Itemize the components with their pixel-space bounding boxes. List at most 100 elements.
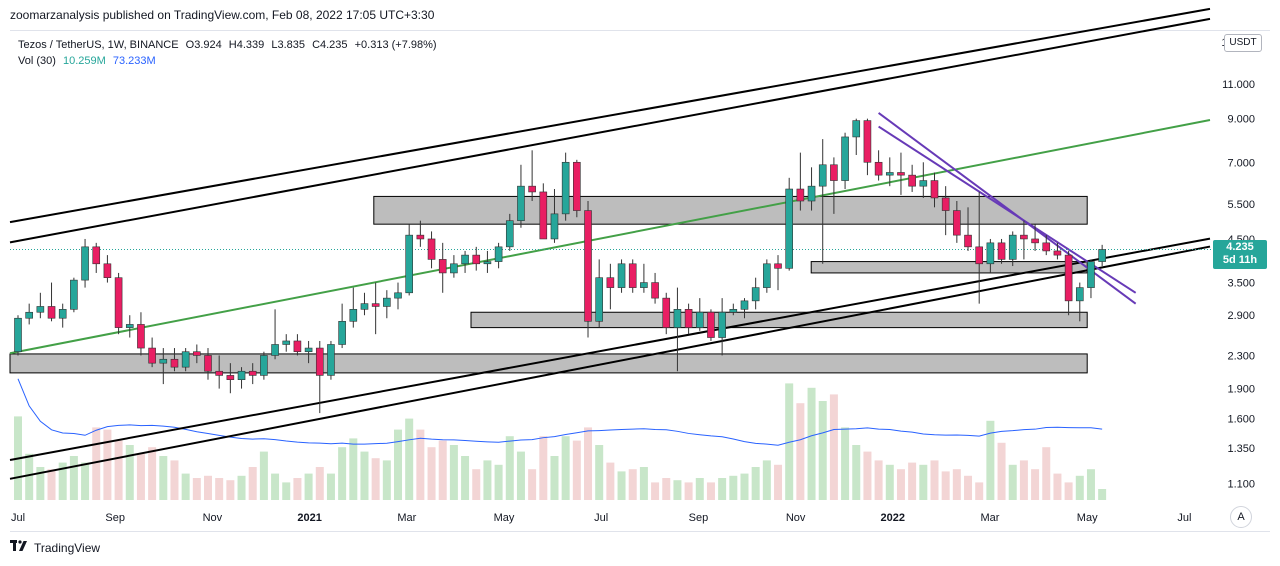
candle-down [662, 297, 671, 328]
price-tick-label: 9.000 [1227, 114, 1255, 126]
candle-down [1053, 250, 1062, 256]
legend-low: L3.835 [271, 39, 305, 51]
time-tick-label: Mar [981, 512, 1000, 524]
candle-up [483, 261, 492, 265]
volume-bar [237, 475, 246, 500]
channel-bottom-line [9, 245, 1211, 480]
price-tick-label: 1.900 [1227, 384, 1255, 396]
volume-bar [382, 460, 391, 500]
volume-bar [103, 429, 112, 500]
volume-bar [1042, 447, 1051, 500]
candle-down [874, 161, 883, 176]
volume-bar [282, 482, 291, 500]
volume-bar [438, 440, 447, 500]
price-tick-label: 5.500 [1227, 199, 1255, 211]
bar-countdown: 5d 11h [1222, 254, 1258, 266]
candle-up [271, 344, 279, 356]
price-tick-label: 2.900 [1227, 310, 1255, 322]
volume-bar [394, 429, 403, 500]
volume-bar [204, 475, 213, 500]
chart-frame[interactable] [10, 30, 1270, 532]
candle-down [584, 210, 592, 322]
volume-bar [1064, 482, 1073, 500]
top-bar: zoomarzanalysis published on TradingView… [0, 0, 1280, 30]
volume-bar [774, 464, 783, 500]
time-tick-label: Jul [594, 512, 608, 524]
candle-up [852, 120, 861, 138]
volume-bar [293, 478, 302, 500]
candle-down [1064, 254, 1073, 302]
zones-layer [9, 195, 1088, 374]
candle-down [248, 370, 257, 376]
candle-down [908, 174, 916, 187]
candle-down [438, 259, 447, 274]
candle-up [450, 263, 458, 274]
candle-up [1098, 249, 1106, 262]
legend: Tezos / TetherUS, 1W, BINANCE O3.924 H4.… [18, 37, 441, 69]
volume-bar [695, 478, 704, 500]
candle-up [383, 297, 391, 307]
candle-down [1031, 238, 1039, 244]
price-tick-label: 2.300 [1227, 350, 1255, 362]
volume-bar [919, 464, 928, 500]
volume-bar [326, 473, 335, 500]
candle-up [81, 246, 89, 281]
legend-vol-ma: 73.233M [112, 55, 156, 67]
volume-bar [472, 469, 481, 500]
candle-up [181, 351, 190, 368]
volume-bar [1019, 460, 1028, 500]
candle-down [953, 210, 961, 236]
auto-scale-button[interactable]: A [1230, 506, 1252, 528]
volume-bar [304, 473, 313, 500]
volume-bar [528, 469, 537, 500]
volume-bar [170, 460, 179, 500]
candle-up [818, 164, 827, 187]
candle-down [416, 234, 425, 240]
last-price-value: 4.235 [1226, 241, 1254, 253]
volume-bar [125, 445, 134, 500]
volume-bar [997, 442, 1006, 500]
candle-up [70, 279, 78, 310]
volume-layer [14, 378, 1107, 500]
volume-bar [494, 464, 503, 500]
candle-up [282, 340, 291, 345]
volume-bar [673, 480, 682, 500]
volume-bar [706, 482, 715, 500]
time-tick-label: Jul [1177, 512, 1191, 524]
candle-down [92, 246, 101, 265]
volume-bar [114, 440, 123, 500]
candle-down [103, 263, 112, 278]
volume-bar [371, 458, 380, 500]
candle-down [47, 306, 56, 319]
candle-up [461, 254, 469, 265]
candle-down [539, 191, 548, 240]
candle-down [606, 277, 615, 288]
candle-up [595, 277, 603, 322]
candle-up [517, 185, 525, 221]
candle-up [327, 344, 335, 376]
volume-bar [1031, 469, 1040, 500]
channel-top-line [9, 7, 1211, 224]
legend-open: O3.924 [185, 39, 222, 51]
candle-up [36, 306, 45, 313]
candle-down [774, 263, 782, 269]
volume-ma-line [17, 378, 1103, 446]
volume-bar [952, 469, 961, 500]
volume-bar [740, 473, 749, 500]
volume-bar [818, 401, 827, 500]
legend-change: +0.313 (+7.98%) [354, 39, 437, 51]
candle-up [125, 324, 134, 328]
price-tick-label: 7.000 [1227, 157, 1255, 169]
candle-up [673, 309, 682, 328]
volume-bar [215, 478, 224, 500]
candle-up [25, 311, 33, 319]
volume-bar [975, 482, 984, 500]
candle-up [695, 311, 704, 328]
currency-badge[interactable]: USDT [1224, 34, 1262, 52]
candle-up [740, 300, 749, 310]
volume-bar [762, 460, 771, 500]
volume-bar [248, 467, 257, 500]
candle-down [941, 197, 950, 211]
time-tick-label: Sep [689, 512, 709, 524]
